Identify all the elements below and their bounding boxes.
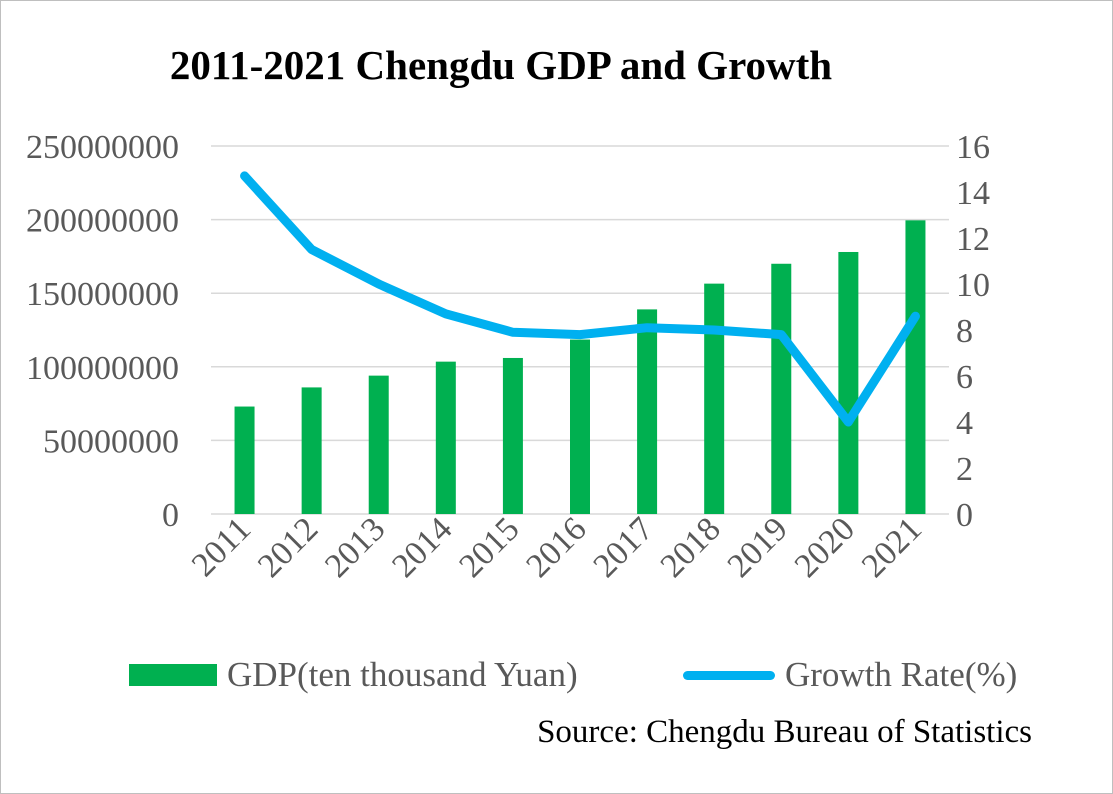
x-tick-label-2012: 2012	[251, 510, 325, 584]
right-tick-label-0: 0	[956, 497, 973, 534]
x-tick-label-2018: 2018	[654, 510, 728, 584]
x-tick-label-2013: 2013	[318, 510, 392, 584]
left-tick-label-2: 100000000	[26, 350, 179, 387]
x-tick-label-2019: 2019	[721, 510, 795, 584]
gdp-bar-2014	[435, 361, 456, 514]
growth-point-2014	[445, 313, 447, 315]
growth-point-2012	[311, 249, 313, 250]
chart-title: 2011-2021 Chengdu GDP and Growth	[169, 42, 833, 88]
x-tick-label-2011: 2011	[185, 510, 258, 583]
legend: GDP(ten thousand Yuan) Growth Rate(%)	[1, 649, 1112, 701]
left-tick-label-3: 150000000	[26, 276, 179, 313]
x-tick-label-2015: 2015	[452, 510, 526, 584]
growth-point-2020	[847, 421, 849, 423]
gdp-bar-2021	[905, 220, 926, 514]
legend-growth: Growth Rate(%)	[683, 649, 1017, 701]
legend-gdp-swatch	[129, 664, 217, 686]
left-tick-label-4: 200000000	[26, 203, 179, 240]
legend-gdp: GDP(ten thousand Yuan)	[129, 649, 578, 701]
gdp-bar-2015	[502, 357, 523, 514]
growth-point-2013	[378, 283, 380, 285]
right-tick-label-7: 14	[956, 175, 990, 212]
source-note: Source: Chengdu Bureau of Statistics	[537, 714, 1032, 750]
right-tick-label-4: 8	[956, 313, 973, 350]
x-tick-label-2017: 2017	[587, 510, 661, 584]
gdp-bar-2019	[771, 263, 792, 514]
left-tick-label-1: 50000000	[43, 423, 179, 460]
left-tick-label-5: 250000000	[26, 129, 179, 166]
left-axis-ticks: 0 50000000 100000000 150000000 200000000 2500…	[26, 129, 179, 534]
gdp-bar-2020	[838, 251, 859, 514]
legend-growth-label: Growth Rate(%)	[785, 655, 1018, 694]
right-tick-label-5: 10	[956, 267, 990, 304]
growth-line-group	[240, 171, 920, 427]
right-tick-label-6: 12	[956, 221, 990, 258]
x-axis-ticks: 2011201220132014201520162017201820192020…	[185, 510, 929, 584]
growth-point-2018	[713, 329, 715, 331]
left-tick-label-0: 0	[162, 497, 179, 534]
growth-point-2015	[512, 331, 514, 333]
right-tick-label-3: 6	[956, 359, 973, 396]
gdp-bar-2018	[704, 283, 725, 514]
right-tick-label-2: 4	[956, 405, 973, 442]
right-tick-label-8: 16	[956, 129, 990, 166]
x-tick-label-2016: 2016	[519, 510, 593, 584]
right-tick-label-1: 2	[956, 451, 973, 488]
legend-gdp-label: GDP(ten thousand Yuan)	[227, 655, 578, 694]
chart-plot: 0 50000000 100000000 150000000 200000000 2500…	[26, 129, 990, 585]
x-tick-label-2021: 2021	[855, 510, 929, 584]
growth-point-2021	[914, 315, 916, 317]
x-tick-label-2014: 2014	[385, 510, 459, 584]
gdp-bar-2012	[301, 387, 322, 514]
gdp-bar-2017	[637, 309, 658, 514]
gdp-bars	[234, 220, 926, 514]
legend-growth-swatch	[683, 670, 775, 680]
growth-point-2011	[244, 175, 246, 177]
growth-point-2016	[579, 334, 581, 336]
x-tick-label-2020: 2020	[788, 510, 862, 584]
growth-point-2017	[646, 327, 648, 329]
gdp-bar-2011	[234, 406, 255, 514]
growth-point-2019	[780, 334, 782, 336]
gdp-bar-2013	[368, 375, 389, 514]
right-axis-ticks: 0 2 4 6 8 10 12 14 16	[956, 129, 990, 534]
gdp-bar-2016	[570, 339, 590, 514]
